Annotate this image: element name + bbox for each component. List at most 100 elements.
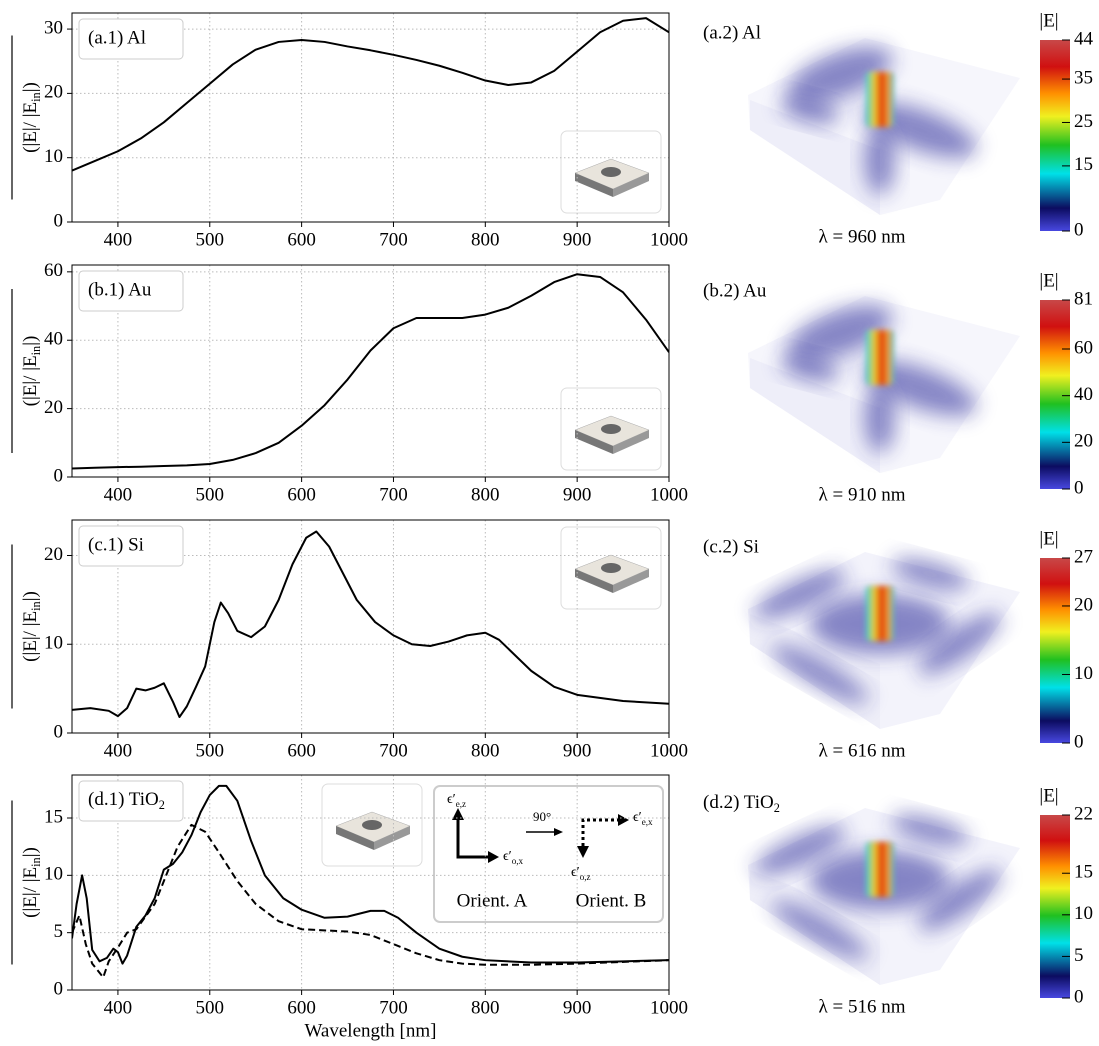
text-part: |): [20, 847, 41, 857]
x-tick-label: 600: [287, 229, 316, 250]
field-label: (d.2) TiO2: [703, 792, 780, 814]
x-tick-label: 700: [379, 484, 408, 505]
colorbar-tick-label: 15: [1074, 862, 1093, 883]
colorbar-scale: [1040, 40, 1070, 231]
colorbar-tick-label: 44: [1074, 28, 1094, 49]
colorbar-tick-label: 22: [1074, 803, 1093, 824]
line-chart: 400 500 600 700 800 900 1000 0 5 10 15 (d.1) TiO2 (|…: [11, 774, 688, 1041]
panel-label: (c.1) Si: [88, 534, 144, 555]
text-part: |): [20, 336, 41, 346]
structure-thumbnail: [560, 387, 662, 471]
colorbar: |E| 0 10 20 27: [1039, 528, 1093, 752]
x-tick-label: 700: [379, 997, 408, 1018]
y-tick-label: 15: [44, 806, 63, 827]
legend-label: Orient. B: [576, 890, 647, 911]
inset-label: ϵ′e,z: [447, 792, 466, 809]
field-label: (c.2) Si: [703, 536, 759, 557]
text-part: ϵ′: [503, 849, 512, 864]
y-tick-label: 10: [44, 633, 63, 654]
colorbar-tick-label: 15: [1074, 154, 1093, 175]
plot-frame: [71, 12, 670, 223]
panel-label-box: [78, 270, 184, 312]
colorbar-tick-label: 10: [1074, 903, 1093, 924]
y-axis-label: (|E|/ |Ein|): [20, 82, 42, 153]
colorbar-title: |E|: [1039, 10, 1058, 31]
colorbar-tick-label: 35: [1074, 67, 1093, 88]
arrowhead: [452, 808, 464, 820]
field-render: (d.2) TiO2 λ = 516 nm: [703, 792, 1020, 1017]
subscript: in: [29, 92, 43, 102]
y-tick-label: 0: [54, 465, 64, 486]
x-tick-label: 1000: [650, 997, 688, 1018]
field-hotspot: [866, 330, 894, 385]
y-tick-label: 40: [44, 329, 63, 350]
subscript: in: [29, 601, 43, 611]
x-tick-label: 400: [104, 740, 133, 761]
text-part: ϵ′: [571, 865, 580, 880]
text-part: ϵ′: [447, 792, 456, 807]
x-tick-label: 500: [196, 997, 225, 1018]
inset-label: 90°: [533, 809, 551, 824]
x-tick-label: 800: [471, 997, 500, 1018]
x-tick-label: 800: [471, 740, 500, 761]
subscript: 2: [159, 798, 165, 812]
colorbar-tick-label: 20: [1074, 431, 1093, 452]
inset-label: ϵ′o,x: [503, 849, 524, 866]
colorbar-title: |E|: [1039, 528, 1058, 549]
colorbar-scale: [1040, 300, 1070, 489]
line-chart: 400 500 600 700 800 900 1000 0 10 20 30 (a.1) Al (|E…: [11, 12, 688, 250]
y-tick-label: 5: [54, 921, 64, 942]
colorbar-tick-label: 0: [1074, 219, 1084, 240]
wavelength-label: λ = 910 nm: [819, 484, 906, 505]
text-part: (|E|/ |E: [20, 102, 41, 153]
subscript: in: [29, 857, 43, 867]
line-chart: 400 500 600 700 800 900 1000 0 20 40 60 (b.1) Au (|E…: [11, 260, 688, 505]
x-tick-label: 1000: [650, 229, 688, 250]
x-tick-label: 700: [379, 740, 408, 761]
field-render: (c.2) Si λ = 616 nm: [703, 536, 1020, 761]
subscript: e,x: [642, 817, 653, 827]
colorbar-tick-label: 10: [1074, 663, 1093, 684]
colorbar-tick-label: 5: [1074, 945, 1084, 966]
y-tick-label: 30: [44, 17, 63, 38]
field-intensity: [780, 354, 840, 382]
data-line: [72, 784, 669, 965]
colorbar-title: |E|: [1039, 270, 1058, 291]
wavelength-label: λ = 960 nm: [819, 226, 906, 247]
field-render: (a.2) Al λ = 960 nm: [703, 22, 1020, 247]
x-tick-label: 700: [379, 229, 408, 250]
x-tick-label: 400: [104, 997, 133, 1018]
structure-thumbnail: [560, 526, 662, 610]
y-tick-label: 10: [44, 864, 63, 885]
field-intensity: [865, 383, 895, 453]
wavelength-label: λ = 616 nm: [819, 740, 906, 761]
x-tick-label: 500: [196, 484, 225, 505]
volume-face: [750, 100, 880, 215]
data-line: [72, 17, 669, 172]
panel-label-box: [78, 525, 184, 567]
y-axis-label: (|E|/ |Ein|): [20, 591, 42, 662]
text-part: (|E|/ |E: [20, 867, 41, 918]
legend-label: Orient. A: [457, 890, 528, 911]
text-part: (d.2) TiO: [703, 792, 774, 813]
y-axis-label: (|E|/ |Ein|): [20, 847, 42, 918]
colorbar-tick-label: 40: [1074, 384, 1093, 405]
subscript: o,z: [580, 872, 591, 882]
x-tick-label: 800: [471, 229, 500, 250]
x-tick-label: 900: [563, 997, 592, 1018]
field-intensity: [918, 613, 1002, 675]
colorbar-tick-label: 0: [1074, 986, 1084, 1007]
panel-label-box: [78, 18, 184, 60]
colorbar-tick-label: 0: [1074, 477, 1084, 498]
x-tick-label: 900: [563, 484, 592, 505]
colorbar-tick-label: 81: [1074, 288, 1093, 309]
panel-label-box: [78, 780, 184, 822]
arrowhead: [554, 828, 563, 836]
y-axis-label: (|E|/ |Ein|): [20, 336, 42, 407]
data-line: [72, 273, 669, 470]
x-tick-label: 500: [196, 740, 225, 761]
colorbar-tick-label: 60: [1074, 337, 1093, 358]
arrowhead: [577, 846, 589, 858]
colorbar: |E| 0 5 10 15 22: [1039, 785, 1093, 1007]
x-tick-label: 400: [104, 229, 133, 250]
